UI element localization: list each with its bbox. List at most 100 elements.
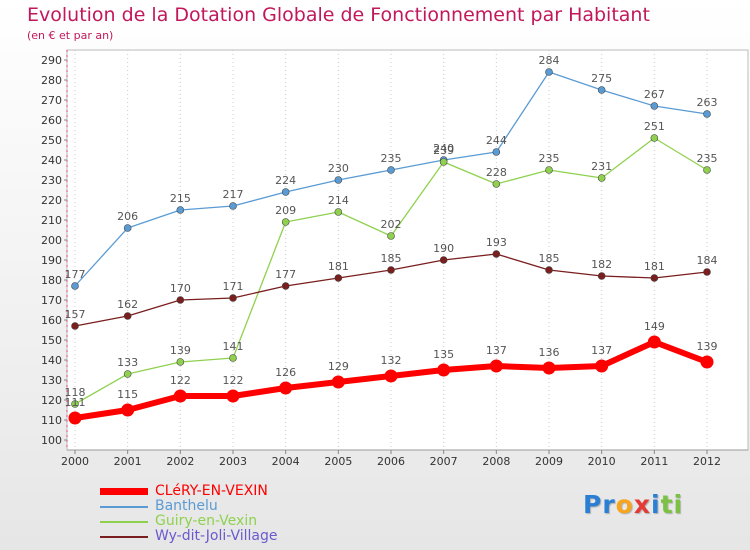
data-point [334,208,343,216]
legend-label-banthelu: Banthelu [155,498,218,514]
proxiti-logo: Proxiti [583,490,683,519]
logo-letter: r [602,490,616,519]
data-point [545,266,553,274]
data-point [542,361,556,375]
y-tick-label: 270 [41,94,62,107]
data-label: 171 [223,280,244,293]
data-point [650,274,659,282]
y-tick-label: 180 [41,274,62,287]
x-tick-label: 2003 [219,455,247,468]
x-tick-label: 2002 [166,455,194,468]
y-tick-label: 250 [41,134,62,147]
data-point [334,274,343,282]
data-label: 122 [170,374,191,387]
legend-swatch-wy [100,536,148,538]
data-label: 275 [591,72,612,85]
data-point [68,411,82,425]
data-point [597,272,606,280]
data-point [650,102,659,110]
y-tick-label: 140 [41,354,62,367]
data-label: 132 [381,354,402,367]
legend-swatch-clery [100,488,148,495]
data-label: 215 [170,192,191,205]
data-point [597,174,606,182]
data-point [176,296,185,304]
data-label: 135 [433,348,454,361]
y-tick-label: 170 [41,294,62,307]
x-tick-label: 2005 [324,455,352,468]
data-label: 240 [433,142,454,155]
data-label: 185 [539,252,560,265]
data-point [229,202,237,210]
legend-label-clery: CLéRY-EN-VEXIN [155,483,268,499]
x-tick-label: 2009 [535,455,563,468]
data-point [387,232,395,240]
data-point [384,369,398,383]
data-point [173,389,187,403]
x-tick-label: 2004 [272,455,300,468]
data-label: 137 [591,344,612,357]
data-label: 251 [644,120,665,133]
data-label: 177 [275,268,296,281]
legend-swatch-guiry [100,521,148,523]
data-label: 139 [697,340,718,353]
data-point [597,86,606,94]
data-label: 224 [275,174,296,187]
x-tick-label: 2006 [377,455,405,468]
x-tick-label: 2012 [693,455,721,468]
data-point [331,375,345,389]
x-tick-label: 2000 [61,455,89,468]
data-point [123,370,132,378]
data-point [647,335,661,349]
data-point [387,166,395,174]
data-point [226,389,240,403]
data-label: 137 [486,344,507,357]
data-label: 214 [328,194,349,207]
plot-area [66,49,749,451]
y-tick-label: 260 [41,114,62,127]
data-label: 263 [697,96,718,109]
data-point [176,206,185,214]
logo-letter: t [660,490,674,519]
data-point [489,359,503,373]
data-label: 202 [381,218,402,231]
x-tick-label: 2008 [482,455,510,468]
data-label: 228 [486,166,507,179]
legend-swatch-banthelu [100,506,148,508]
data-point [492,148,501,156]
data-point [439,158,448,166]
y-tick-label: 120 [41,394,62,407]
y-tick-label: 200 [41,234,62,247]
data-label: 217 [223,188,244,201]
data-label: 139 [170,344,191,357]
data-label: 136 [539,346,560,359]
data-label: 181 [644,260,665,273]
data-label: 133 [117,356,138,369]
data-label: 129 [328,360,349,373]
data-label: 177 [65,268,86,281]
data-point [650,134,659,142]
data-point [229,354,237,362]
data-point [545,68,553,76]
logo-letter: P [583,490,603,519]
data-label: 162 [117,298,138,311]
data-point [176,358,185,366]
data-point [545,166,553,174]
data-label: 115 [117,388,138,401]
data-label: 209 [275,204,296,217]
logo-letter: i [651,490,661,519]
x-tick-label: 2010 [588,455,616,468]
data-label: 182 [591,258,612,271]
data-point [703,110,711,118]
data-point [700,355,714,369]
y-tick-label: 230 [41,174,62,187]
data-point [334,176,343,184]
data-label: 122 [223,374,244,387]
data-label: 118 [65,386,86,399]
y-tick-label: 190 [41,254,62,267]
y-tick-label: 240 [41,154,62,167]
y-tick-label: 110 [41,414,62,427]
data-label: 235 [539,152,560,165]
data-label: 141 [223,340,244,353]
